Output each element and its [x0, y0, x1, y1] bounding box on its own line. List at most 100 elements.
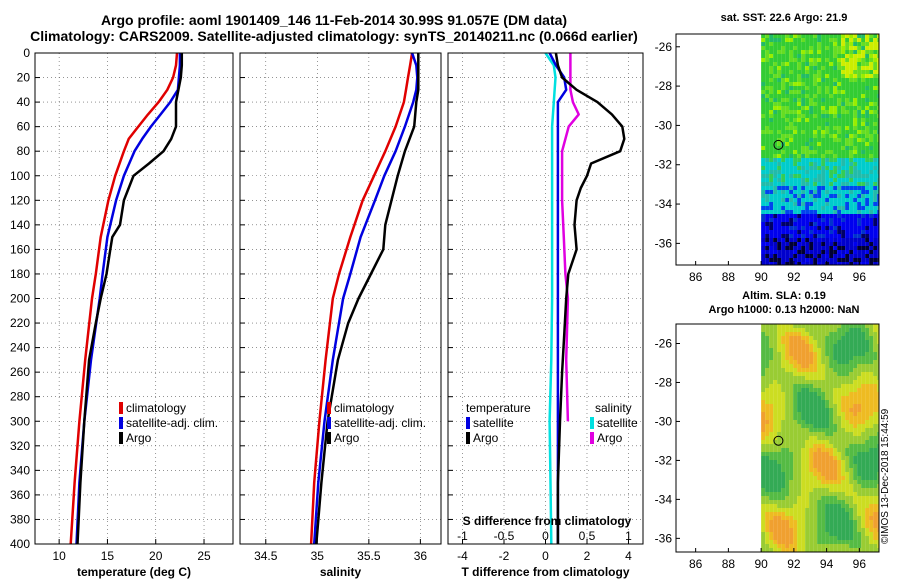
map-pixel — [857, 118, 862, 122]
map-pixel — [773, 476, 778, 480]
map-pixel — [781, 364, 786, 368]
map-pixel — [869, 118, 874, 122]
map-pixel — [817, 234, 822, 238]
map-pixel — [801, 190, 806, 194]
map-pixel — [809, 146, 814, 150]
map-pixel — [785, 102, 790, 106]
map-pixel — [765, 38, 770, 42]
map-pixel — [821, 126, 826, 130]
map-pixel — [841, 218, 846, 222]
map-pixel — [873, 94, 878, 98]
map-pixel — [829, 408, 834, 412]
map-pixel — [793, 258, 798, 262]
map-pixel — [857, 238, 862, 242]
map-pixel — [817, 524, 822, 528]
map-pixel — [761, 118, 766, 122]
map-pixel — [869, 472, 874, 476]
map-pixel — [793, 384, 798, 388]
map-pixel — [805, 250, 810, 254]
map-pixel — [853, 540, 858, 544]
map-pixel — [789, 380, 794, 384]
map-pixel — [801, 496, 806, 500]
map-pixel — [869, 186, 874, 190]
map-pixel — [817, 348, 822, 352]
map-pixel — [865, 512, 870, 516]
map-pixel — [821, 344, 826, 348]
map-pixel — [777, 86, 782, 90]
map-pixel — [853, 468, 858, 472]
map-pixel — [785, 162, 790, 166]
map-pixel — [837, 138, 842, 142]
map-pixel — [837, 142, 842, 146]
depth-tick-label: 260 — [10, 365, 30, 379]
map-pixel — [797, 484, 802, 488]
legend-s-satellite: satellite — [597, 416, 638, 430]
map-pixel — [825, 516, 830, 520]
map-pixel — [793, 508, 798, 512]
map-pixel — [853, 412, 858, 416]
map-pixel — [809, 476, 814, 480]
map-pixel — [761, 468, 766, 472]
map-pixel — [825, 496, 830, 500]
map-pixel — [853, 54, 858, 58]
map-pixel — [853, 512, 858, 516]
map-pixel — [857, 492, 862, 496]
map-pixel — [857, 512, 862, 516]
map-pixel — [797, 70, 802, 74]
map-pixel — [877, 432, 879, 436]
map-pixel — [861, 230, 866, 234]
map-pixel — [789, 476, 794, 480]
map-pixel — [829, 50, 834, 54]
map-pixel — [877, 504, 879, 508]
map-pixel — [765, 476, 770, 480]
map-pixel — [845, 182, 850, 186]
map-pixel — [837, 154, 842, 158]
map-pixel — [777, 186, 782, 190]
map-pixel — [821, 54, 826, 58]
map-pixel — [785, 500, 790, 504]
depth-tick-label: 80 — [17, 144, 31, 158]
map-pixel — [801, 82, 806, 86]
map-pixel — [785, 122, 790, 126]
map-pixel — [869, 328, 874, 332]
map-pixel — [813, 352, 818, 356]
map-pixel — [781, 368, 786, 372]
map-pixel — [837, 106, 842, 110]
map-pixel — [777, 94, 782, 98]
map-pixel — [873, 150, 878, 154]
map-pixel — [813, 524, 818, 528]
map-pixel — [821, 106, 826, 110]
map-pixel — [817, 238, 822, 242]
map-pixel — [817, 230, 822, 234]
map-pixel — [773, 170, 778, 174]
map-pixel — [829, 258, 834, 262]
map-pixel — [765, 122, 770, 126]
map-pixel — [845, 336, 850, 340]
map-pixel — [781, 432, 786, 436]
map-pixel — [853, 392, 858, 396]
map-pixel — [761, 158, 766, 162]
map-pixel — [865, 46, 870, 50]
map-pixel — [801, 230, 806, 234]
map-pixel — [793, 146, 798, 150]
map-pixel — [825, 46, 830, 50]
map-pixel — [809, 400, 814, 404]
map-pixel — [801, 368, 806, 372]
map-pixel — [861, 452, 866, 456]
map-pixel — [777, 404, 782, 408]
map-pixel — [849, 404, 854, 408]
map-pixel — [869, 130, 874, 134]
map-pixel — [809, 420, 814, 424]
map-pixel — [821, 202, 826, 206]
map-pixel — [777, 70, 782, 74]
map-pixel — [877, 384, 879, 388]
map-pixel — [777, 142, 782, 146]
map-pixel — [793, 262, 798, 265]
map-pixel — [793, 484, 798, 488]
map-pixel — [789, 376, 794, 380]
map-pixel — [769, 412, 774, 416]
map-pixel — [785, 496, 790, 500]
map-pixel — [773, 110, 778, 114]
map-pixel — [769, 42, 774, 46]
map-pixel — [869, 62, 874, 66]
